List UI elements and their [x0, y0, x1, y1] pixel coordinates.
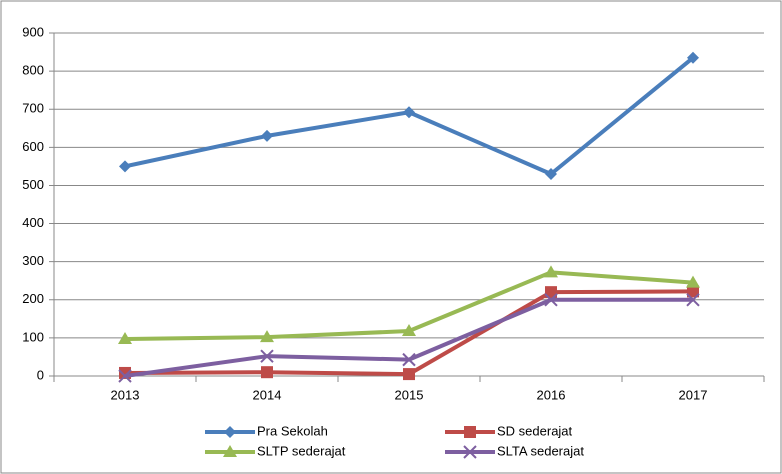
marker: [261, 366, 273, 379]
y-tick-label: 300: [22, 253, 44, 268]
marker: [545, 286, 557, 299]
y-tick-label: 100: [22, 329, 44, 344]
marker: [223, 445, 237, 457]
x-tick-label: 2017: [679, 387, 708, 402]
marker: [464, 426, 476, 438]
y-tick-label: 0: [37, 367, 44, 382]
y-tick-label: 900: [22, 24, 44, 39]
marker: [119, 160, 131, 173]
x-tick-label: 2015: [395, 387, 424, 402]
x-tick-label: 2013: [111, 387, 140, 402]
marker: [402, 324, 416, 337]
marker: [224, 426, 236, 438]
marker: [686, 275, 700, 288]
y-tick-label: 500: [22, 177, 44, 192]
legend-label: SD sederajat: [497, 423, 573, 438]
marker: [544, 293, 558, 307]
y-tick-label: 200: [22, 291, 44, 306]
legend-label: Pra Sekolah: [257, 423, 328, 438]
marker: [403, 368, 415, 381]
marker: [118, 369, 132, 383]
y-tick-label: 800: [22, 63, 44, 78]
x-tick-label: 2016: [537, 387, 566, 402]
marker: [686, 293, 700, 307]
legend-label: SLTA sederajat: [497, 443, 584, 458]
marker: [402, 352, 416, 367]
marker: [687, 51, 699, 64]
x-tick-label: 2014: [253, 387, 282, 402]
marker: [260, 330, 274, 343]
y-tick-label: 700: [22, 101, 44, 116]
marker: [463, 445, 477, 459]
marker: [687, 285, 699, 298]
legend-label: SLTP sederajat: [257, 443, 346, 458]
marker: [403, 106, 415, 119]
marker: [544, 265, 558, 278]
marker: [545, 168, 557, 181]
y-tick-label: 400: [22, 215, 44, 230]
y-tick-label: 600: [22, 139, 44, 154]
marker: [261, 129, 273, 142]
marker: [118, 332, 132, 345]
marker: [260, 349, 274, 363]
